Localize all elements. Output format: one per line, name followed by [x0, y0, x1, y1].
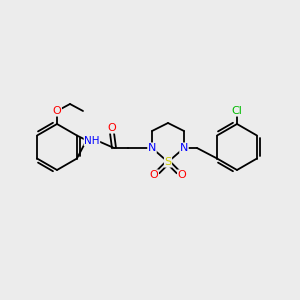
Text: N: N — [180, 143, 188, 153]
Text: O: O — [178, 170, 186, 180]
Text: O: O — [108, 123, 116, 133]
Text: N: N — [148, 143, 156, 153]
Text: Cl: Cl — [232, 106, 242, 116]
Text: S: S — [164, 157, 172, 167]
Text: NH: NH — [84, 136, 100, 146]
Text: O: O — [52, 106, 62, 116]
Text: O: O — [150, 170, 158, 180]
